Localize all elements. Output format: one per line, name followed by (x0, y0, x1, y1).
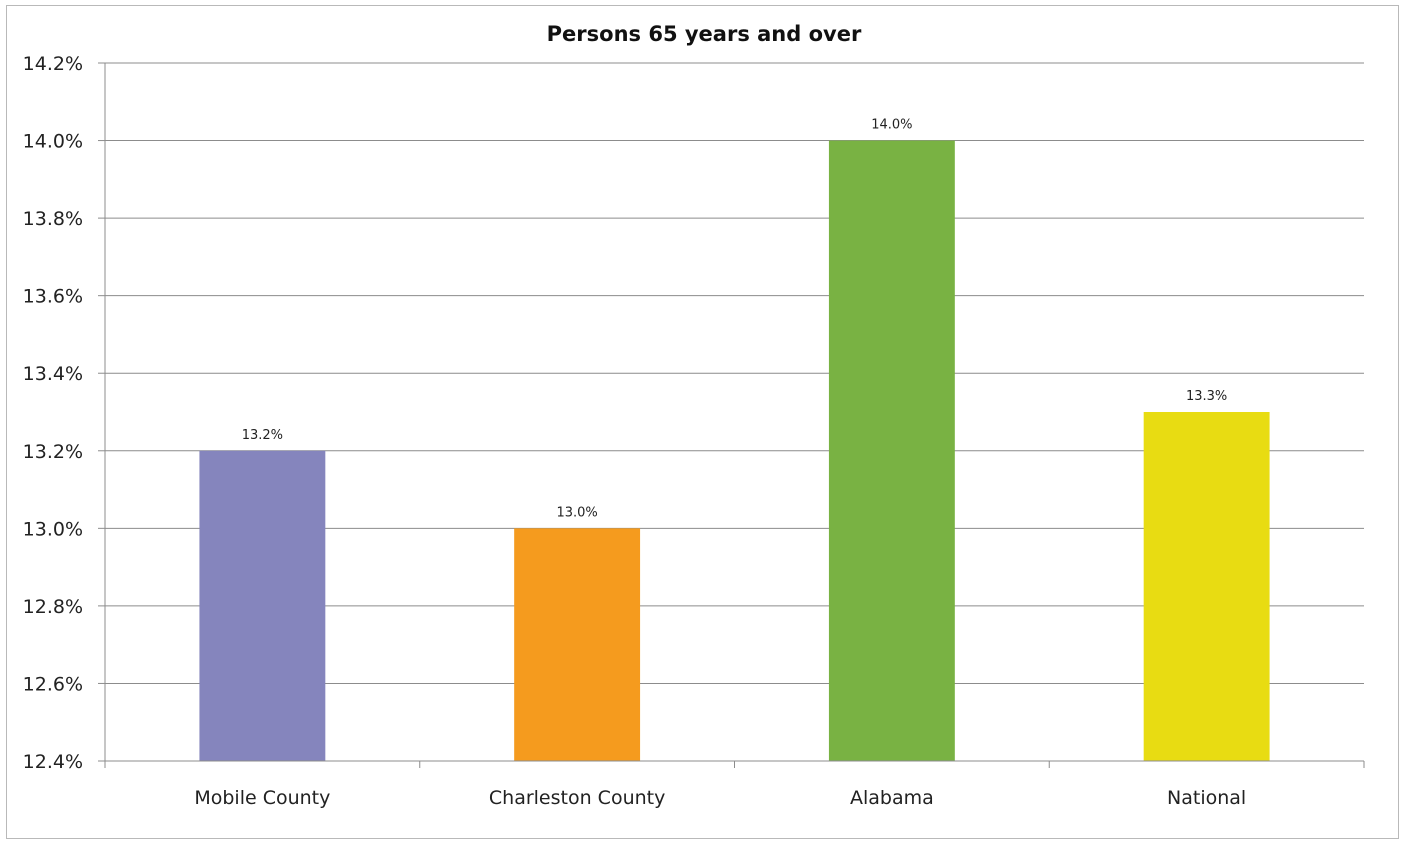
data-label: 13.0% (556, 505, 597, 520)
x-tick-label: National (1167, 787, 1246, 809)
x-axis: Mobile County Charleston County Alabama Nat… (104, 760, 1365, 809)
x-tick-label: Alabama (850, 787, 934, 809)
y-tick-label: 13.8% (23, 208, 83, 230)
x-tick-label: Charleston County (489, 787, 665, 809)
y-axis: 12.4% 12.6% 12.8% 13.0% 13.2% 13.4% 13.6% 13.8%… (23, 53, 106, 773)
bar (199, 450, 326, 761)
y-tick-label: 12.8% (23, 596, 83, 618)
y-tick-label: 13.6% (23, 286, 83, 308)
y-tick-label: 12.6% (23, 673, 83, 695)
y-tick-label: 13.0% (23, 518, 83, 540)
y-tick-label: 13.4% (23, 363, 83, 385)
x-tick-label: Mobile County (194, 787, 330, 809)
y-tick-label: 13.2% (23, 441, 83, 463)
y-tick-label: 14.0% (23, 131, 83, 153)
bar (514, 528, 641, 761)
bar (1143, 412, 1270, 761)
y-tick-label: 14.2% (23, 53, 83, 75)
data-label: 14.0% (871, 118, 912, 133)
y-tick-label: 12.4% (23, 751, 83, 773)
bar (828, 140, 955, 762)
bars: 13.2% 13.0% 14.0% 13.3% (199, 118, 1270, 762)
data-label: 13.3% (1186, 389, 1227, 404)
data-label: 13.2% (242, 428, 283, 443)
chart-title: Persons 65 years and over (547, 22, 862, 46)
